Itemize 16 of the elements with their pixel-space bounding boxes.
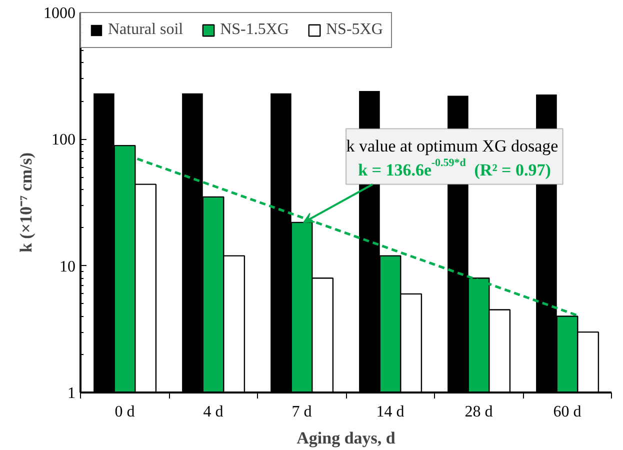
y-tick-label: 10 [60, 258, 76, 276]
annotation: k value at optimum XG dosage [346, 136, 558, 156]
x-tick-label: 7 d [292, 404, 312, 420]
legend-label: Natural soil [108, 21, 184, 39]
legend-label: NS-1.5XG [220, 21, 289, 39]
x-tick-label: 28 d [464, 404, 493, 420]
legend-label: NS-5XG [326, 21, 383, 39]
y-tick-label: 100 [52, 132, 76, 149]
x-tick-label: 14 d [376, 404, 404, 420]
y-tick-label: 1000 [44, 5, 76, 22]
x-tick-label: 4 d [203, 404, 224, 420]
x-axis-title: Aging days, d [296, 428, 396, 448]
y-axis-title: k (×10⁻⁷ cm/s) [16, 152, 36, 253]
x-tick-label: 0 d [114, 404, 135, 420]
x-tick-label: 60 d [553, 404, 582, 420]
y-tick-label: 1 [68, 385, 76, 402]
